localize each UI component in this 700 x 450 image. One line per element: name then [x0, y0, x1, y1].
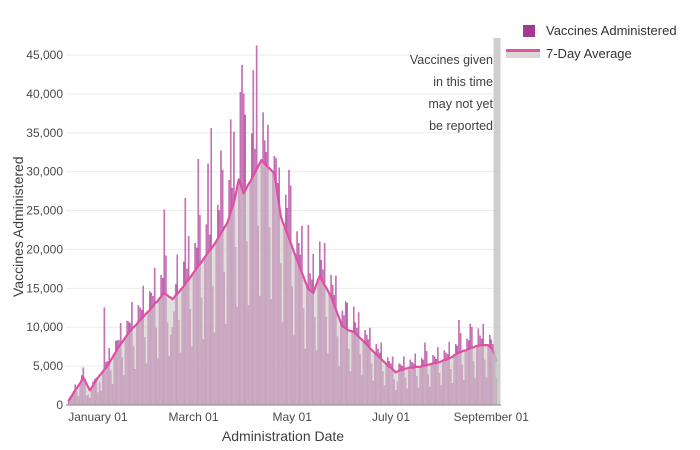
legend: Vaccines Administered 7-Day Average	[506, 19, 677, 65]
legend-item-7-day-average[interactable]: 7-Day Average	[506, 42, 677, 65]
y-tick-label: 10,000	[26, 320, 63, 334]
unreported-period-band	[493, 38, 501, 405]
legend-label-vaccines-administered: Vaccines Administered	[546, 23, 677, 38]
legend-label-7-day-average: 7-Day Average	[546, 46, 632, 61]
x-tick-label: March 01	[168, 410, 218, 424]
y-tick-label: 40,000	[26, 87, 63, 101]
y-axis-title: Vaccines Administered	[10, 156, 26, 297]
x-axis-title: Administration Date	[221, 428, 345, 444]
seven-day-average-area	[68, 160, 497, 405]
y-tick-label: 25,000	[26, 204, 63, 218]
y-tick-label: 30,000	[26, 165, 63, 179]
y-tick-label: 0	[56, 398, 63, 412]
unreported-data-annotation: Vaccines given in this time may not yet …	[410, 49, 493, 137]
seven-day-average-line[interactable]	[67, 158, 498, 402]
y-tick-label: 15,000	[26, 281, 63, 295]
legend-item-vaccines-administered[interactable]: Vaccines Administered	[506, 19, 677, 42]
annotation-line: may not yet	[428, 97, 493, 111]
y-tick-label: 35,000	[26, 126, 63, 140]
line-series-swatch-icon	[506, 49, 540, 58]
x-tick-label: July 01	[372, 410, 410, 424]
bar-series-swatch-icon	[523, 24, 535, 37]
x-tick-label: January 01	[68, 410, 128, 424]
annotation-line: in this time	[433, 75, 493, 89]
x-tick-label: September 01	[454, 410, 530, 424]
y-tick-label: 45,000	[26, 48, 63, 62]
y-tick-label: 5,000	[33, 359, 63, 373]
annotation-line: Vaccines given	[409, 53, 493, 67]
annotation-line: be reported	[429, 119, 493, 133]
y-tick-label: 20,000	[26, 242, 63, 256]
x-tick-label: May 01	[273, 410, 313, 424]
